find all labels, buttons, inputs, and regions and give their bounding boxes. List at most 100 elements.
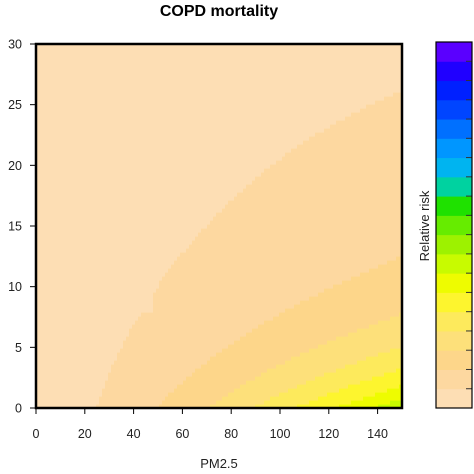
contour-cell: [183, 300, 187, 305]
contour-cell: [36, 220, 40, 225]
contour-cell: [120, 300, 124, 305]
contour-cell: [60, 192, 64, 197]
contour-cell: [108, 288, 112, 293]
contour-cell: [39, 76, 43, 81]
contour-cell: [186, 388, 190, 393]
contour-cell: [51, 188, 55, 193]
contour-cell: [129, 156, 133, 161]
chart-title: COPD mortality: [160, 3, 278, 20]
contour-cell: [78, 308, 82, 313]
contour-cell: [159, 316, 163, 321]
contour-cell: [141, 392, 145, 397]
contour-cell: [63, 288, 67, 293]
contour-cell: [192, 392, 196, 397]
contour-cell: [117, 312, 121, 317]
contour-cell: [96, 272, 100, 277]
contour-cell: [75, 116, 79, 121]
contour-cell: [183, 100, 187, 105]
contour-cell: [123, 368, 127, 373]
contour-cell: [141, 244, 145, 249]
contour-cell: [96, 224, 100, 229]
contour-cell: [105, 164, 109, 169]
contour-cell: [114, 156, 118, 161]
contour-cell: [180, 384, 184, 389]
contour-cell: [183, 148, 187, 153]
contour-cell: [183, 332, 187, 337]
contour-cell: [102, 348, 106, 353]
contour-cell: [180, 296, 184, 301]
contour-cell: [186, 304, 190, 309]
contour-cell: [72, 304, 76, 309]
contour-cell: [174, 324, 178, 329]
contour-cell: [192, 52, 196, 57]
contour-cell: [60, 180, 64, 185]
contour-cell: [69, 152, 73, 157]
contour-cell: [162, 220, 166, 225]
contour-cell: [45, 88, 49, 93]
contour-cell: [174, 192, 178, 197]
contour-cell: [165, 200, 169, 205]
contour-cell: [147, 168, 151, 173]
contour-cell: [90, 224, 94, 229]
contour-cell: [183, 396, 187, 401]
contour-cell: [84, 172, 88, 177]
contour-cell: [81, 308, 85, 313]
contour-cell: [117, 364, 121, 369]
contour-cell: [162, 400, 166, 405]
contour-cell: [120, 44, 124, 49]
contour-cell: [78, 60, 82, 65]
contour-cell: [126, 376, 130, 381]
contour-cell: [129, 116, 133, 121]
contour-cell: [48, 332, 52, 337]
contour-cell: [156, 272, 160, 277]
contour-cell: [51, 348, 55, 353]
contour-cell: [171, 340, 175, 345]
contour-cell: [87, 76, 91, 81]
contour-cell: [57, 388, 61, 393]
contour-cell: [36, 336, 40, 341]
contour-cell: [60, 68, 64, 73]
contour-cell: [126, 384, 130, 389]
contour-cell: [99, 196, 103, 201]
contour-cell: [186, 208, 190, 213]
contour-cell: [141, 384, 145, 389]
contour-cell: [150, 260, 154, 265]
contour-cell: [159, 224, 163, 229]
contour-cell: [123, 244, 127, 249]
contour-cell: [126, 208, 130, 213]
contour-cell: [147, 372, 151, 377]
contour-cell: [153, 192, 157, 197]
contour-cell: [51, 280, 55, 285]
contour-cell: [42, 112, 46, 117]
contour-cell: [87, 68, 91, 73]
contour-cell: [174, 56, 178, 61]
contour-cell: [90, 212, 94, 217]
contour-cell: [114, 364, 118, 369]
contour-cell: [144, 244, 148, 249]
contour-cell: [51, 120, 55, 125]
contour-cell: [45, 180, 49, 185]
contour-cell: [63, 268, 67, 273]
contour-cell: [90, 136, 94, 141]
contour-cell: [93, 324, 97, 329]
contour-cell: [87, 184, 91, 189]
contour-cell: [39, 128, 43, 133]
contour-cell: [84, 384, 88, 389]
contour-cell: [153, 392, 157, 397]
contour-cell: [96, 56, 100, 61]
contour-cell: [105, 176, 109, 181]
contour-cell: [132, 388, 136, 393]
contour-cell: [45, 316, 49, 321]
contour-cell: [111, 184, 115, 189]
contour-cell: [150, 272, 154, 277]
contour-cell: [150, 80, 154, 85]
contour-cell: [105, 380, 109, 385]
contour-cell: [111, 108, 115, 113]
contour-cell: [93, 348, 97, 353]
contour-cell: [129, 328, 133, 333]
contour-cell: [156, 252, 160, 257]
contour-cell: [162, 256, 166, 261]
contour-cell: [192, 100, 196, 105]
contour-cell: [168, 264, 172, 269]
contour-cell: [99, 284, 103, 289]
